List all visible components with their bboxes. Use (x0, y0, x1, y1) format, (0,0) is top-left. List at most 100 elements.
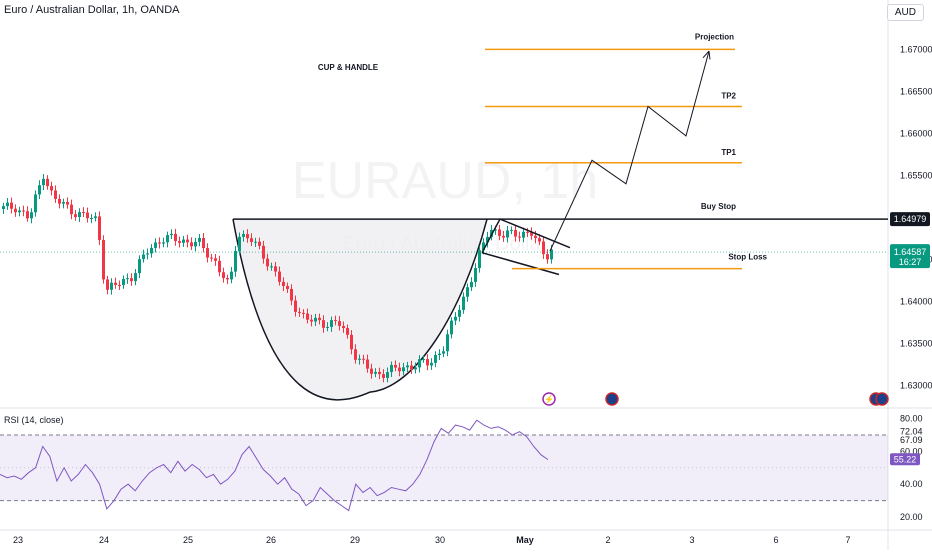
rsi-tick-label: 40.00 (900, 479, 923, 489)
rsi-tick-label: 20.00 (900, 512, 923, 522)
candle-body (210, 257, 213, 259)
candle-body (310, 319, 313, 322)
lightning-icon-glyph: ⚡ (544, 394, 554, 404)
candle-body (146, 253, 149, 255)
candle-body (6, 202, 9, 207)
time-tick-label: 2 (605, 535, 610, 545)
rsi-current-badge (890, 453, 920, 466)
candle-body (122, 279, 125, 286)
time-tick-label: 30 (435, 535, 445, 545)
candle-body (26, 211, 29, 219)
tp1-label: TP1 (721, 148, 736, 157)
candle-body (78, 212, 81, 218)
candle-body (162, 242, 165, 244)
candle-body (50, 186, 53, 191)
candle-body (338, 321, 341, 326)
candle-body (414, 367, 417, 370)
candle-body (362, 358, 365, 360)
time-tick-label: 23 (13, 535, 23, 545)
candle-body (398, 367, 401, 372)
candle-body (150, 247, 153, 254)
candle-body (394, 364, 397, 368)
candle-body (42, 178, 45, 186)
price-tick-label: 1.65500 (900, 170, 932, 180)
candle-body (130, 278, 133, 282)
candle-body (246, 234, 249, 239)
candle-body (182, 239, 185, 243)
candle-body (306, 313, 309, 320)
price-tick-label: 1.66000 (900, 128, 932, 138)
candle-body (482, 242, 485, 251)
candle-body (466, 287, 469, 297)
candle-body (54, 190, 57, 199)
candle-body (318, 317, 321, 321)
candle-body (2, 206, 5, 209)
chart-title: Euro / Australian Dollar, 1h, OANDA (4, 4, 180, 16)
candle-body (34, 194, 37, 213)
candle-body (514, 229, 517, 237)
candle-body (286, 286, 289, 289)
candle-body (258, 241, 261, 246)
candle-body (114, 282, 117, 285)
candle-body (402, 367, 405, 372)
candle-body (206, 248, 209, 258)
candle-body (30, 212, 33, 219)
rsi-tick-label: 60.00 (900, 446, 923, 456)
candle-body (350, 334, 353, 350)
time-tick-label: 24 (99, 535, 109, 545)
candle-body (294, 300, 297, 312)
candle-body (502, 235, 505, 238)
candle-body (426, 359, 429, 366)
candle-body (446, 334, 449, 352)
candle-body (510, 229, 513, 231)
handle-lower-line (481, 251, 560, 276)
candle-body (226, 278, 229, 280)
candle-body (222, 272, 225, 279)
candle-body (326, 326, 329, 328)
currency-button[interactable]: AUD (886, 4, 924, 21)
time-tick-label: 25 (183, 535, 193, 545)
candle-body (82, 212, 85, 214)
candle-body (10, 202, 13, 209)
candle-body (386, 372, 389, 378)
candle-body (378, 371, 381, 375)
candle-body (274, 266, 277, 272)
candle-body (126, 278, 129, 280)
candle-body (62, 202, 65, 204)
rsi-tick-label: 72.04 (900, 427, 923, 437)
candle-body (542, 241, 545, 255)
candle-body (442, 351, 445, 354)
candle-body (266, 258, 269, 267)
candle-body (302, 312, 305, 314)
time-tick-label: 26 (266, 535, 276, 545)
buy-stop-price-badge (890, 212, 930, 227)
tp2-label: TP2 (721, 92, 736, 101)
candle-body (282, 281, 285, 287)
candle-body (462, 296, 465, 310)
lightning-icon (542, 392, 556, 406)
price-tick-label: 1.63500 (900, 338, 932, 348)
price-tick-label: 1.64000 (900, 296, 932, 306)
candle-body (90, 217, 93, 219)
candle-body (330, 320, 333, 327)
price-tick-label: 1.66500 (900, 86, 932, 96)
flag-icon (605, 392, 619, 406)
candle-body (214, 258, 217, 261)
candle-body (474, 268, 477, 282)
price-tick-label: 1.67000 (900, 44, 932, 54)
cup-curve (232, 218, 488, 401)
candle-body (198, 238, 201, 242)
handle-upper-line (499, 218, 571, 249)
candle-body (102, 239, 105, 280)
candle-body (434, 354, 437, 363)
candle-body (190, 242, 193, 247)
candle-body (526, 231, 529, 233)
candle-body (342, 325, 345, 329)
flag-icon (875, 392, 889, 406)
candle-body (438, 353, 441, 355)
candle-body (538, 238, 541, 242)
candle-body (142, 254, 145, 260)
candle-body (98, 216, 101, 240)
